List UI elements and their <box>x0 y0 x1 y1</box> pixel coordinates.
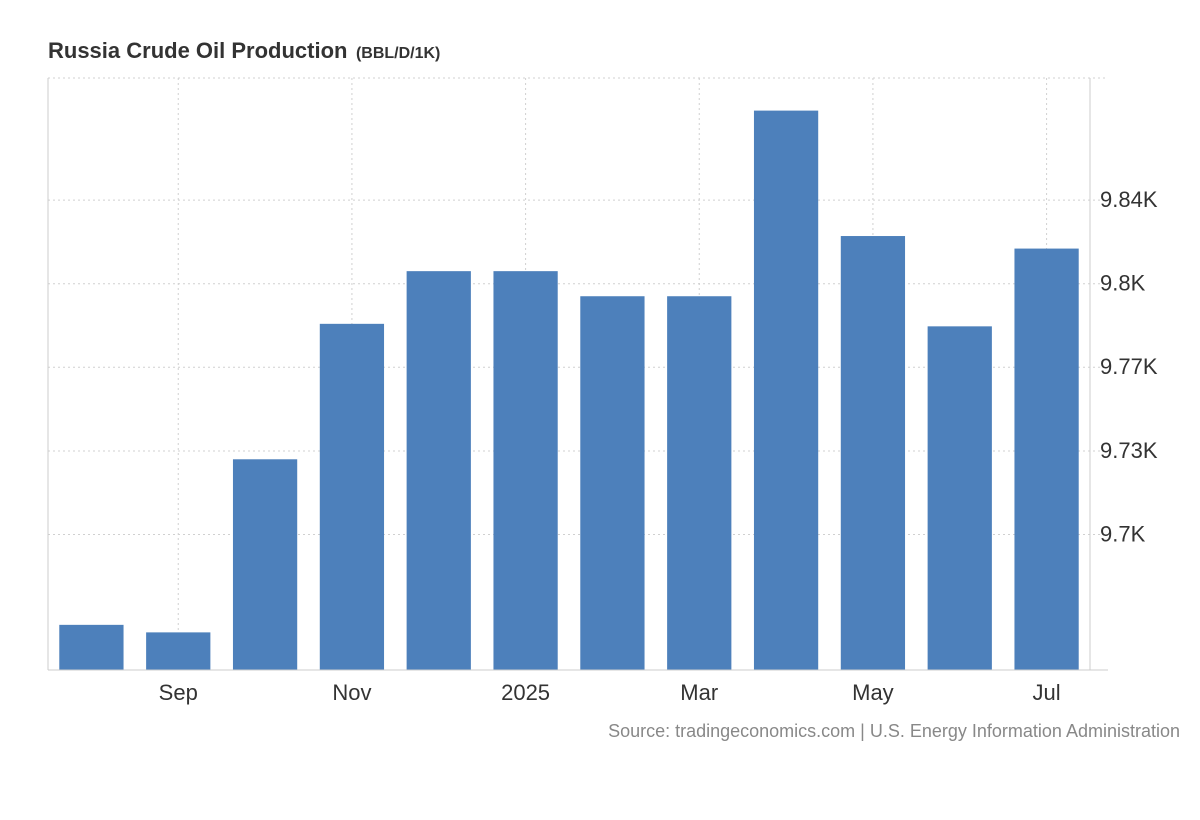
bar <box>232 459 298 670</box>
chart-title: Russia Crude Oil Production (BBL/D/1K) <box>48 38 440 64</box>
bar <box>580 296 645 670</box>
title-unit: (BBL/D/1K) <box>355 45 441 62</box>
bar <box>319 323 385 670</box>
title-text: Russia Crude Oil Production <box>48 38 348 63</box>
x-tick-label: Jul <box>1033 680 1061 705</box>
bar <box>406 271 471 670</box>
bar <box>493 271 558 670</box>
tick-labels: 9.7K 9.73K 9.77K 9.8K 9.84K Sep Nov 2025 Mar May J… <box>159 187 1158 705</box>
bar <box>753 110 819 670</box>
y-tick-label: 9.7K <box>1100 522 1146 547</box>
x-tick-label: Mar <box>680 680 718 705</box>
x-tick-label: May <box>852 680 894 705</box>
axes <box>47 78 1108 671</box>
bar <box>840 236 906 670</box>
source-note: Source: tradingeconomics.com | U.S. Ener… <box>608 721 1180 741</box>
x-tick-label: 2025 <box>501 680 550 705</box>
bars <box>59 110 1079 670</box>
bar <box>146 632 211 670</box>
x-tick-label: Nov <box>332 680 371 705</box>
y-tick-label: 9.84K <box>1100 187 1158 212</box>
x-tick-label: Sep <box>159 680 198 705</box>
bar <box>667 296 732 670</box>
bar <box>927 326 992 670</box>
bar <box>1014 248 1079 670</box>
y-tick-label: 9.77K <box>1100 354 1158 379</box>
y-tick-label: 9.73K <box>1100 438 1158 463</box>
bar <box>59 624 124 670</box>
y-tick-label: 9.8K <box>1100 271 1146 296</box>
